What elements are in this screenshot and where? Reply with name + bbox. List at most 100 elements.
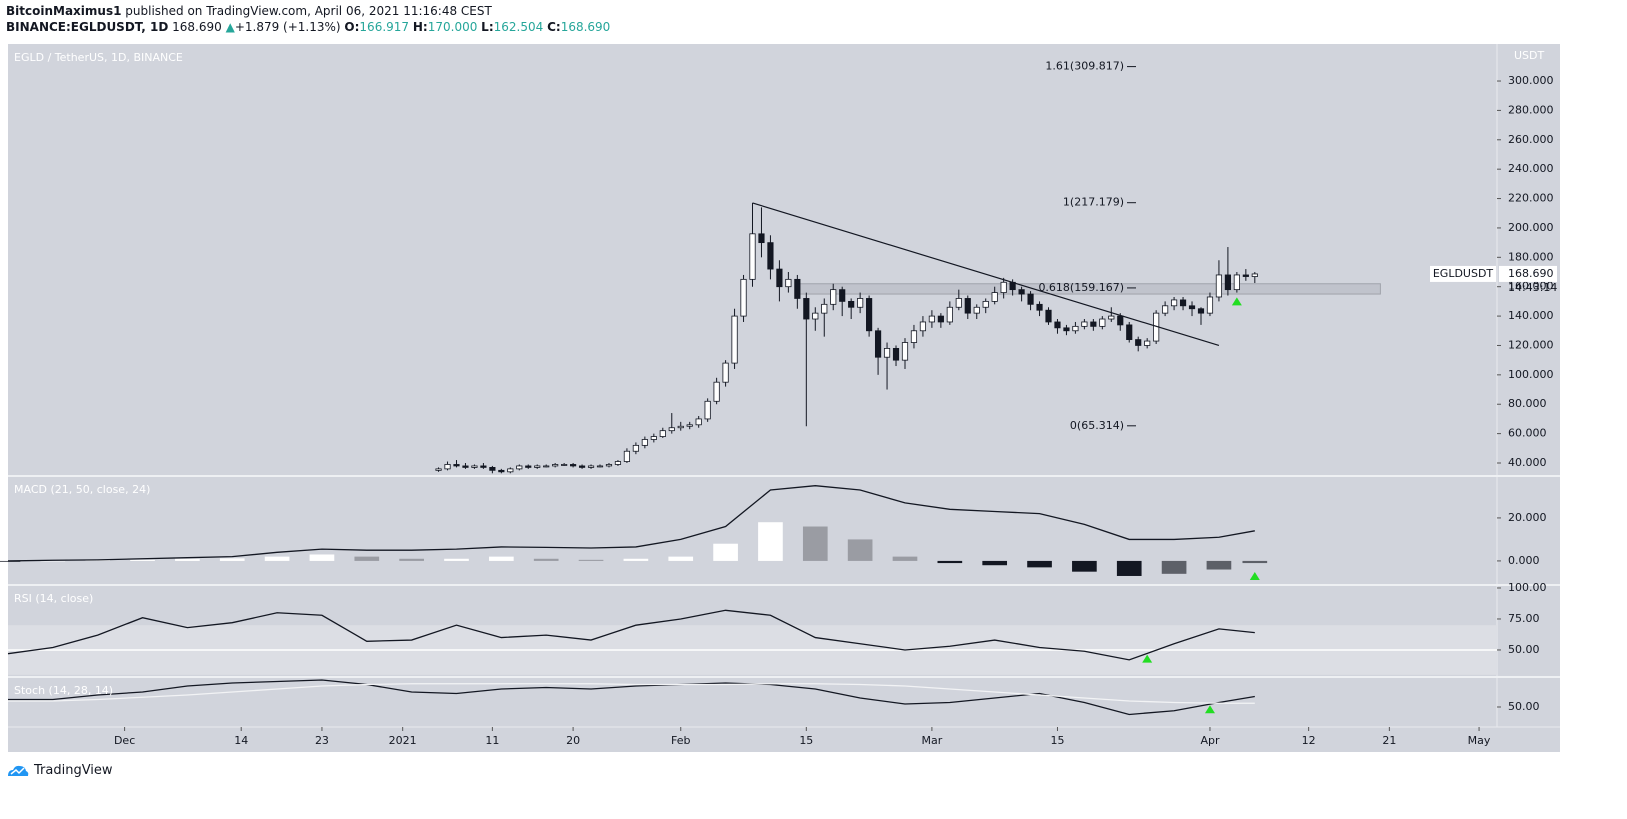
x-tick-label: 2021 (389, 734, 417, 747)
histogram-bar (758, 522, 783, 561)
candle-body (731, 315, 738, 364)
candle-body (1215, 274, 1223, 298)
close: 168.690 (560, 20, 611, 34)
candle-body (964, 298, 971, 314)
fib-label: 1(217.179) (1063, 196, 1124, 209)
candle-body (695, 418, 702, 426)
candle-body (471, 465, 478, 468)
candle-body (830, 289, 837, 305)
candle-body (516, 465, 523, 470)
y-tick-label: 20.000 (1508, 511, 1547, 524)
histogram-bar (399, 558, 424, 561)
histogram-bar (847, 539, 873, 561)
candle-body (776, 268, 783, 288)
candle-body (821, 303, 828, 314)
published: published on TradingView.com, April 06, … (125, 4, 492, 18)
symbol: BINANCE:EGLDUSDT, 1D (6, 20, 169, 34)
x-tick-label: Feb (671, 734, 690, 747)
candle-body (812, 312, 819, 320)
o-label: O: (344, 20, 360, 34)
candle-body (704, 400, 711, 420)
candle-body (991, 292, 998, 302)
candle-body (1027, 293, 1034, 305)
candle-body (596, 465, 604, 468)
candle-body (928, 315, 935, 323)
candle-body (435, 468, 442, 471)
candle-body (1063, 327, 1070, 332)
candle-body (1099, 318, 1106, 327)
countdown: 14:43:14 (1508, 281, 1557, 294)
candle-body (1135, 339, 1142, 346)
y-tick-label: 260.000 (1508, 133, 1554, 146)
histogram-bar (982, 560, 1008, 566)
stoch-line (8, 683, 1255, 704)
pane-title: Stoch (14, 28, 14) (14, 684, 113, 697)
histogram-bar (937, 560, 963, 564)
histogram-bar (1027, 560, 1052, 568)
quote-line: BINANCE:EGLDUSDT, 1D 168.690 ▲+1.879 (+1… (6, 20, 610, 34)
candle-body (641, 439, 648, 446)
candle-body (1251, 273, 1258, 277)
y-tick-label: 180.000 (1508, 250, 1554, 263)
histogram-bar (1116, 560, 1142, 576)
candle-body (794, 278, 801, 299)
histogram-bar (713, 543, 738, 561)
x-tick-label: Apr (1200, 734, 1220, 747)
candle-body (686, 424, 693, 427)
y-tick-label: 40.000 (1508, 456, 1547, 469)
macd-line (7, 485, 1255, 562)
arrow: ▲ (225, 20, 235, 34)
candle-body (910, 330, 918, 343)
candle-body (919, 321, 927, 332)
candle-body (507, 468, 514, 473)
y-tick-label: 200.000 (1508, 221, 1554, 234)
pane-title: EGLD / TetherUS, 1D, BINANCE (14, 51, 183, 64)
candle-body (758, 233, 765, 244)
histogram-bar (175, 558, 200, 561)
histogram-bar (1242, 560, 1268, 564)
candle-body (937, 315, 944, 323)
fib-label: 0(65.314) (1070, 419, 1124, 432)
logo-cloud (8, 765, 29, 776)
x-tick-label: 14 (234, 734, 248, 747)
c-label: C: (547, 20, 561, 34)
candle-body (874, 330, 882, 358)
logo-line (10, 767, 25, 775)
candle-body (749, 233, 756, 280)
histogram-bar (264, 556, 290, 561)
candle-body (525, 465, 532, 468)
brand: TradingView (34, 762, 113, 778)
histogram-bar (892, 556, 918, 561)
histogram-bar (219, 558, 245, 561)
y-tick-label: 100.000 (1508, 368, 1554, 381)
author: BitcoinMaximus1 (6, 4, 122, 18)
y-tick-label: 120.000 (1508, 338, 1554, 351)
candle-body (489, 467, 496, 471)
histogram-bar (354, 556, 380, 561)
signal-marker (1249, 571, 1260, 580)
logo (8, 765, 29, 776)
candle-body (1188, 305, 1196, 310)
candle-body (866, 298, 873, 332)
candle-body (650, 436, 657, 440)
y-tick-label: 0.000 (1508, 554, 1540, 567)
candle-body (1126, 324, 1133, 340)
chart: 40.00060.00080.000100.000120.000140.0001… (0, 44, 1560, 752)
candle-body (480, 465, 487, 468)
candle-body (677, 425, 684, 429)
candle-body (561, 464, 568, 466)
y-tick-label: 280.000 (1508, 103, 1554, 116)
candle-body (1018, 289, 1025, 295)
candle-body (713, 381, 720, 402)
trendline (752, 202, 1220, 347)
histogram-bar (130, 559, 155, 561)
histogram-bar (623, 558, 649, 561)
histogram-bar (668, 556, 694, 561)
histogram-bar (1161, 560, 1187, 574)
fib-label: 1.61(309.817) (1045, 60, 1124, 73)
price-tag-box (1499, 265, 1557, 282)
candle-body (1072, 325, 1079, 332)
candle-body (659, 430, 666, 437)
y-tick-label: 50.00 (1508, 700, 1540, 713)
